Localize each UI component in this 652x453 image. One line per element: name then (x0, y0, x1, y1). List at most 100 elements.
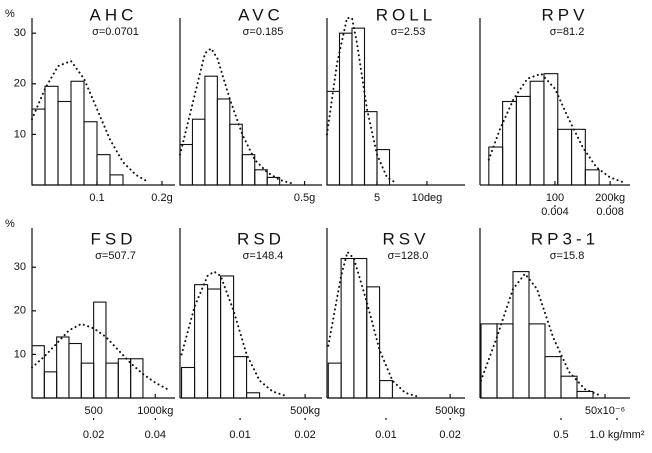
panel-title: AHC (90, 5, 138, 24)
bar (109, 174, 124, 186)
sigma-label: σ=0.185 (243, 26, 284, 38)
sigma-label: σ=507.7 (95, 250, 136, 262)
bar (266, 176, 281, 186)
x-tick-label: 0.1 (89, 192, 104, 204)
x-tick-label: 500kg (435, 405, 465, 417)
x-tick-label: 200kg (595, 192, 625, 204)
bar (204, 75, 218, 186)
panel-title: RP3-1 (531, 229, 599, 248)
x-tick-label: 100 (546, 192, 564, 204)
x2-tick-label: 0.02 (83, 429, 104, 441)
y-tick-label: 10 (14, 128, 26, 140)
bar (44, 85, 59, 186)
panel-title: FSD (91, 229, 137, 248)
y-axis-label: % (5, 8, 15, 20)
x-tick-label: 500 (84, 405, 102, 417)
bar (96, 154, 111, 186)
sigma-label: σ=0.0701 (92, 26, 139, 38)
panel-title: RSD (237, 229, 285, 248)
bar (246, 392, 261, 399)
bar (83, 121, 98, 186)
bar (570, 128, 586, 186)
bar (557, 128, 573, 186)
bar (340, 257, 355, 399)
bar (327, 362, 342, 399)
sigma-label: σ=2.53 (391, 26, 426, 38)
panel-title: RSV (383, 229, 430, 248)
bar (233, 356, 248, 399)
fit-curve (326, 17, 398, 185)
y-tick-label: 20 (14, 305, 26, 317)
bar (338, 32, 353, 186)
bar (93, 301, 107, 399)
bar (502, 100, 517, 186)
bar (229, 123, 243, 186)
fit-curve (31, 59, 150, 184)
bar (366, 286, 381, 399)
bar (70, 80, 85, 186)
fit-curve (179, 46, 294, 185)
bar (488, 146, 504, 186)
bar (480, 323, 498, 399)
bar (543, 73, 559, 186)
sigma-label: σ=81.2 (550, 26, 585, 38)
bar (216, 98, 231, 186)
bar (584, 169, 600, 186)
bar (515, 95, 531, 186)
bar (130, 358, 144, 399)
bar (544, 356, 562, 399)
x-tick-label: 1000kg (137, 405, 173, 417)
x-tick-label: 0.5g (294, 192, 315, 204)
bar (220, 275, 235, 399)
bar (512, 271, 530, 399)
fit-curve (487, 72, 625, 184)
x2-tick-label: 0.008 (596, 206, 624, 218)
x2-tick-label: 1.0 kg/mm² (589, 429, 644, 441)
bar (363, 111, 378, 186)
bar (31, 345, 45, 399)
y-axis-label: % (5, 218, 15, 230)
sigma-label: σ=148.4 (243, 250, 284, 262)
bar (376, 149, 391, 186)
bar (207, 288, 222, 399)
x2-tick-label: 0.02 (439, 429, 460, 441)
bar (254, 169, 268, 186)
y-tick-label: 30 (14, 261, 26, 273)
bar (241, 154, 256, 186)
panel-title: AVC (238, 5, 284, 24)
bar (56, 336, 70, 399)
x2-tick-label: 0.01 (375, 429, 396, 441)
panel-title: RPV (542, 5, 589, 24)
bar (326, 90, 341, 186)
bar (80, 362, 95, 399)
bar (379, 380, 393, 399)
bar (181, 366, 196, 399)
bar (351, 27, 366, 186)
x2-tick-label: 0.01 (229, 429, 250, 441)
bar (68, 342, 82, 399)
y-tick-label: 30 (14, 27, 26, 39)
x-tick-label: 5 (374, 192, 380, 204)
x2-tick-label: 0.02 (294, 429, 315, 441)
bar (353, 257, 368, 399)
fit-curve (480, 272, 602, 397)
bar (191, 118, 206, 186)
y-tick-label: 10 (14, 348, 26, 360)
fit-curve (31, 322, 169, 391)
bar (528, 323, 546, 399)
bar (560, 375, 578, 399)
fit-curve (327, 250, 420, 398)
y-tick-label: 20 (14, 78, 26, 90)
x-tick-label: 50x10⁻⁶ (585, 405, 625, 417)
x-tick-label: 500kg (290, 405, 320, 417)
bar (57, 100, 72, 186)
bar (43, 371, 58, 399)
panel-title: ROLL (376, 5, 436, 24)
sigma-label: σ=128.0 (388, 250, 429, 262)
x2-tick-label: 0.004 (541, 206, 569, 218)
x-tick-label: 10deg (412, 192, 443, 204)
bar (576, 390, 594, 399)
bar (117, 358, 132, 399)
x2-tick-label: 0.04 (145, 429, 166, 441)
